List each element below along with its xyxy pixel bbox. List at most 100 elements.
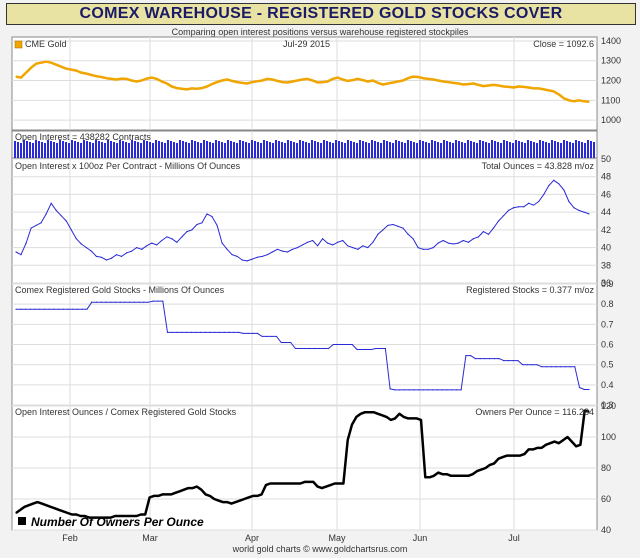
oi-bar [209,142,211,158]
oi-bar [131,140,133,158]
data-point [211,83,213,85]
data-point [427,78,429,80]
data-point [372,79,374,82]
data-point [213,498,215,500]
x-tick-label: Jul [508,533,520,543]
oi-bar [245,142,247,158]
oi-bar [536,143,538,158]
data-point [32,503,34,505]
data-point [95,301,98,303]
data-point [275,335,278,338]
data-point [372,411,375,413]
data-point [575,445,577,447]
oi-bar [233,142,235,158]
oi-bar [461,142,463,158]
oi-bar [515,140,517,158]
data-point [35,63,37,65]
data-point [171,238,173,240]
data-point [115,78,118,81]
data-point [201,222,203,224]
data-point [385,416,388,418]
data-point [342,78,344,81]
data-point [53,308,55,310]
oi-bar [533,142,535,158]
data-point [398,389,401,391]
data-point [334,482,336,485]
data-point [543,193,545,196]
data-point [588,411,590,413]
data-point [370,348,372,351]
oi-bar [65,142,67,158]
oi-bar [47,140,49,158]
oi-bar [458,141,460,158]
data-point [306,241,309,243]
data-point [375,347,377,350]
data-point [450,475,452,477]
data-point [412,238,414,240]
data-point [181,88,183,90]
y-tick-label: 1400 [601,36,621,46]
data-point [176,331,178,333]
data-point [361,348,363,351]
data-point [157,495,159,497]
data-point [248,496,250,499]
data-point [100,301,102,303]
oi-bar [20,143,22,158]
data-point [352,79,354,81]
y-tick-label: 1100 [601,95,620,105]
oi-bar [29,142,31,158]
oi-bar [167,140,169,158]
data-point [397,225,399,227]
data-point [266,254,268,256]
oi-bar [269,142,271,158]
data-point [390,419,392,421]
y-tick-label: 40 [601,525,611,535]
oi-bar [299,140,301,158]
data-point [251,258,253,260]
data-point [485,467,487,469]
oi-bar [116,143,118,158]
data-point [484,358,486,360]
data-point [309,347,311,350]
data-point [271,78,273,81]
data-point [472,238,474,240]
data-point [569,366,571,368]
oi-bar [479,140,481,158]
data-point [553,90,555,93]
x-tick-label: May [328,533,346,543]
data-point [221,242,223,244]
data-point [519,455,521,457]
data-point [190,331,192,333]
y-tick-label: 120 [601,401,616,411]
data-point [140,513,142,516]
data-point [574,366,576,368]
data-point [407,233,409,235]
data-point [125,252,128,254]
chart-panels: 1400 1300 1200 1100 1000 50 48 46 44 42 40 38 360.9 0… [11,36,621,543]
data-point [459,475,461,477]
data-point [29,308,31,310]
oi-bar [356,143,358,158]
oi-bar [377,142,379,158]
data-point [166,82,168,85]
data-point [265,484,267,486]
data-point [427,389,429,391]
data-point [327,80,329,83]
data-point [20,254,22,256]
oi-bar [383,140,385,158]
oi-bar [380,143,382,158]
oi-bar [422,141,424,158]
data-point [437,242,439,244]
data-point [166,236,168,238]
oi-bar [248,143,250,158]
data-point [133,301,135,303]
data-point [522,364,524,366]
data-point [281,81,283,83]
oi-bar [524,143,526,158]
data-point [493,358,495,360]
oi-bar [455,140,457,158]
data-point [90,250,92,252]
data-point [39,308,41,310]
data-point [422,77,424,79]
data-point [327,347,330,350]
